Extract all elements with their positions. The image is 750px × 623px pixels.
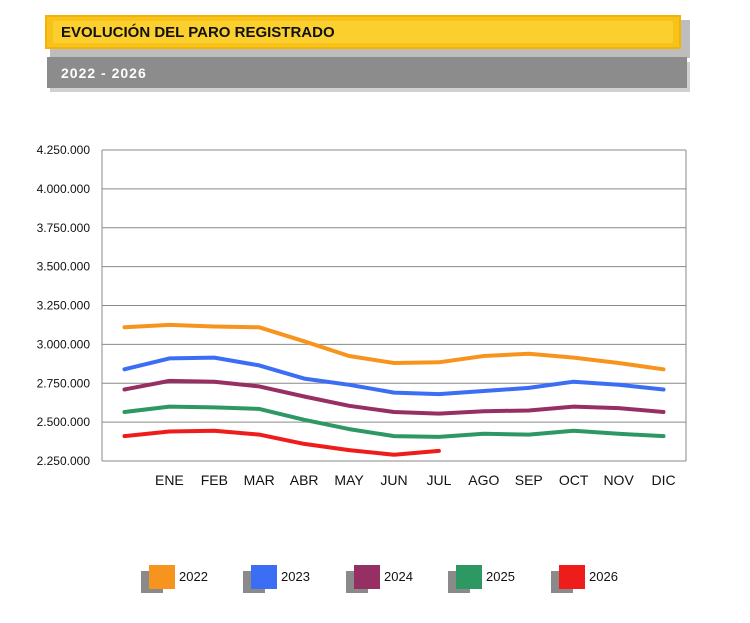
y-tick-label: 4.250.000 [37, 143, 91, 157]
y-tick-label: 2.250.000 [37, 454, 91, 468]
legend-label: 2022 [179, 569, 208, 584]
x-tick-label: SEP [515, 472, 543, 488]
legend-swatch [149, 565, 175, 589]
legend-swatch [354, 565, 380, 589]
legend-label: 2026 [589, 569, 618, 584]
legend-label: 2023 [281, 569, 310, 584]
y-tick-label: 3.000.000 [37, 337, 91, 351]
legend-swatch [456, 565, 482, 589]
series-line-2026 [122, 428, 441, 457]
legend-swatch [559, 565, 585, 589]
x-tick-label: DIC [651, 472, 675, 488]
x-tick-label: JUL [426, 472, 451, 488]
y-tick-label: 3.250.000 [37, 299, 91, 313]
y-tick-label: 4.000.000 [37, 182, 91, 196]
x-tick-label: AGO [468, 472, 499, 488]
series-line-2022 [122, 322, 666, 372]
x-tick-label: JUN [380, 472, 407, 488]
y-tick-label: 3.750.000 [37, 221, 91, 235]
title-bar: EVOLUCIÓN DEL PARO REGISTRADO [45, 15, 681, 49]
legend-swatch [251, 565, 277, 589]
chart-subtitle: 2022 - 2026 [47, 57, 687, 88]
x-tick-label: OCT [559, 472, 589, 488]
x-tick-label: ENE [155, 472, 184, 488]
chart-legend: 2022 2023 2024 2025 2026 [0, 565, 750, 595]
y-tick-label: 2.750.000 [37, 376, 91, 390]
legend-label: 2024 [384, 569, 413, 584]
y-tick-label: 3.500.000 [37, 260, 91, 274]
legend-label: 2025 [486, 569, 515, 584]
x-tick-label: NOV [603, 472, 634, 488]
chart-title: EVOLUCIÓN DEL PARO REGISTRADO [53, 21, 673, 43]
series-line-2024 [122, 378, 666, 416]
series-line-2025 [122, 404, 666, 439]
x-tick-label: MAY [334, 472, 364, 488]
x-tick-label: FEB [201, 472, 228, 488]
y-tick-label: 2.500.000 [37, 415, 91, 429]
x-tick-label: ABR [290, 472, 319, 488]
series-line-2023 [122, 355, 666, 397]
x-tick-label: MAR [244, 472, 275, 488]
